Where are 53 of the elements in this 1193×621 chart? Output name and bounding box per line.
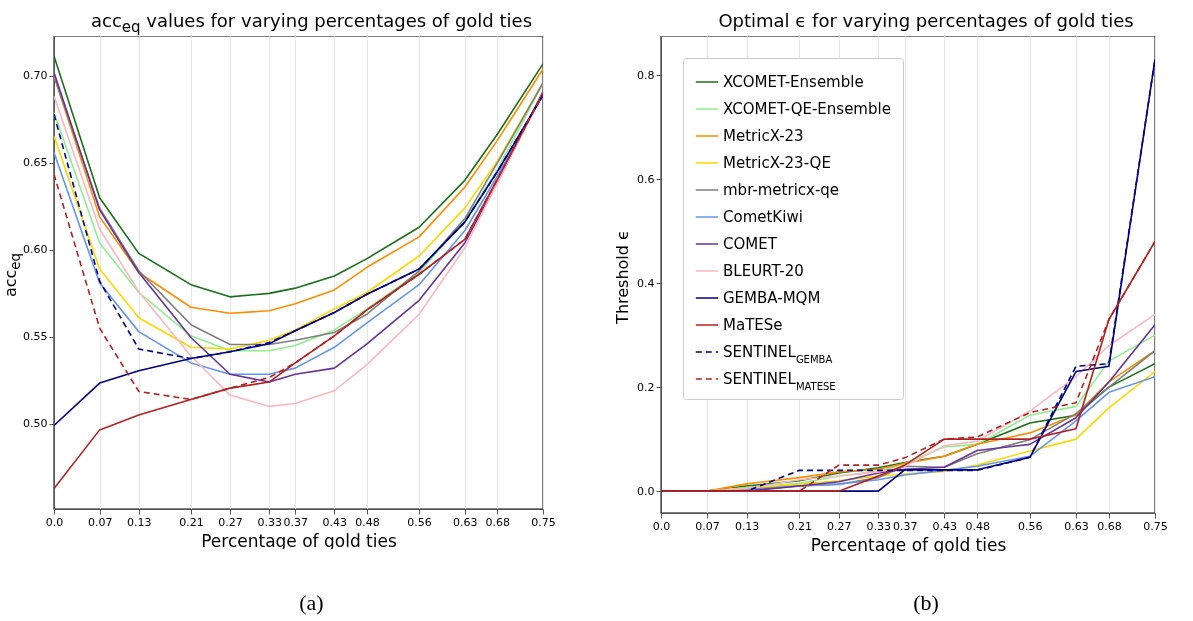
x-tick-label: 0.07 xyxy=(87,515,113,529)
y-tick-label: 0.50 xyxy=(23,417,48,431)
x-tick-label: 0.13 xyxy=(734,519,760,533)
legend-label: COMET xyxy=(723,235,778,253)
y-axis-title: Threshold ϵ xyxy=(612,229,632,324)
y-tick-label: 0.8 xyxy=(637,68,655,82)
y-tick-label: 0.4 xyxy=(637,276,655,290)
legend-label: SENTINEL$_{MATESE}$ xyxy=(723,370,836,392)
y-tick-label: 0.0 xyxy=(637,484,655,498)
legend-label: BLEURT-20 xyxy=(723,262,804,280)
legend-label: MetricX-23-QE xyxy=(723,154,831,172)
legend-label: XCOMET-Ensemble xyxy=(723,73,864,91)
legend-label: mbr-metricx-qe xyxy=(723,181,840,199)
y-tick-label: 0.6 xyxy=(637,172,655,186)
y-tick-label: 0.55 xyxy=(23,330,48,344)
x-tick-label: 0.37 xyxy=(892,519,918,533)
y-tick-label: 0.70 xyxy=(23,69,48,83)
x-tick-label: 0.68 xyxy=(1097,519,1122,533)
chart-title: Optimal ϵ for varying percentages of gold ties xyxy=(717,10,1135,31)
x-tick-label: 0.56 xyxy=(407,515,432,529)
legend-label: MaTESe xyxy=(723,316,783,334)
x-tick-label: 0.56 xyxy=(1018,519,1043,533)
x-tick-label: 0.43 xyxy=(322,515,348,529)
x-tick-label: 0.63 xyxy=(1064,519,1089,533)
x-tick-label: 0.07 xyxy=(695,519,720,533)
legend-label: MetricX-23 xyxy=(723,127,804,145)
x-tick-label: 0.0 xyxy=(652,519,671,533)
x-tick-label: 0.27 xyxy=(218,515,243,529)
x-tick-label: 0.13 xyxy=(127,515,152,529)
x-tick-label: 0.21 xyxy=(787,519,813,533)
legend-label: CometKiwi xyxy=(723,208,803,226)
y-tick-label: 0.65 xyxy=(23,156,48,170)
x-tick-label: 0.33 xyxy=(257,515,282,529)
x-tick-label: 0.33 xyxy=(866,519,892,533)
x-tick-label: 0.0 xyxy=(45,515,64,529)
x-tick-label: 0.37 xyxy=(283,515,308,529)
legend-label: GEMBA-MQM xyxy=(723,289,821,307)
legend-label: XCOMET-QE-Ensemble xyxy=(723,100,891,118)
x-tick-label: 0.21 xyxy=(179,515,204,529)
x-tick-label: 0.43 xyxy=(932,519,957,533)
chart-title: acc$_{eq}$ values for varying percentages of gold ties xyxy=(89,10,534,36)
x-tick-label: 0.63 xyxy=(453,515,478,529)
x-tick-label: 0.75 xyxy=(531,515,556,529)
y-tick-label: 0.2 xyxy=(637,380,655,394)
y-tick-label: 0.60 xyxy=(23,243,48,257)
x-tick-label: 0.75 xyxy=(1143,519,1168,533)
x-tick-label: 0.68 xyxy=(485,515,511,529)
x-tick-label: 0.48 xyxy=(355,515,380,529)
x-tick-label: 0.48 xyxy=(965,519,990,533)
legend-label: SENTINEL$_{GEMBA}$ xyxy=(723,343,833,365)
x-tick-label: 0.27 xyxy=(827,519,852,533)
text: (b) xyxy=(912,590,940,616)
text: (a) xyxy=(298,590,325,616)
